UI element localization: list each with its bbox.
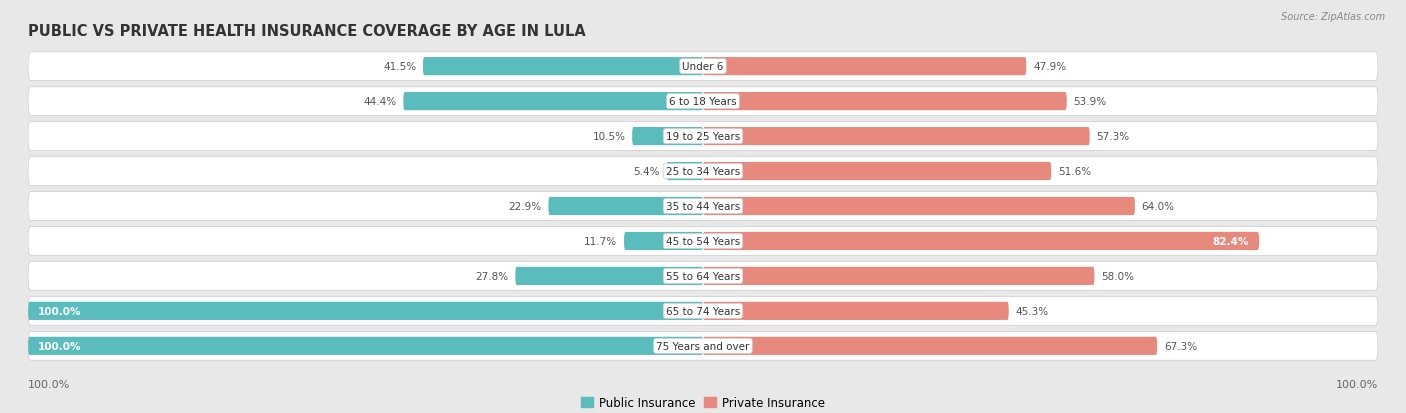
Text: 45.3%: 45.3% <box>1015 306 1049 316</box>
FancyBboxPatch shape <box>666 163 703 181</box>
FancyBboxPatch shape <box>703 337 1157 355</box>
Text: 47.9%: 47.9% <box>1033 62 1066 72</box>
FancyBboxPatch shape <box>703 232 1260 250</box>
Text: 58.0%: 58.0% <box>1101 271 1135 281</box>
Text: 22.9%: 22.9% <box>509 202 541 211</box>
Text: 100.0%: 100.0% <box>28 379 70 389</box>
Text: 44.4%: 44.4% <box>364 97 396 107</box>
Text: 57.3%: 57.3% <box>1097 132 1129 142</box>
FancyBboxPatch shape <box>28 297 1378 325</box>
Text: 10.5%: 10.5% <box>592 132 626 142</box>
Text: 100.0%: 100.0% <box>38 341 82 351</box>
Text: 27.8%: 27.8% <box>475 271 509 281</box>
Text: 75 Years and over: 75 Years and over <box>657 341 749 351</box>
Text: 53.9%: 53.9% <box>1074 97 1107 107</box>
Text: Under 6: Under 6 <box>682 62 724 72</box>
FancyBboxPatch shape <box>703 128 1090 146</box>
Legend: Public Insurance, Private Insurance: Public Insurance, Private Insurance <box>576 392 830 413</box>
Text: 19 to 25 Years: 19 to 25 Years <box>666 132 740 142</box>
FancyBboxPatch shape <box>28 337 703 355</box>
FancyBboxPatch shape <box>404 93 703 111</box>
Text: Source: ZipAtlas.com: Source: ZipAtlas.com <box>1281 12 1385 22</box>
Text: 6 to 18 Years: 6 to 18 Years <box>669 97 737 107</box>
FancyBboxPatch shape <box>28 262 1378 291</box>
Text: 55 to 64 Years: 55 to 64 Years <box>666 271 740 281</box>
Text: 67.3%: 67.3% <box>1164 341 1197 351</box>
FancyBboxPatch shape <box>703 58 1026 76</box>
FancyBboxPatch shape <box>28 332 1378 360</box>
FancyBboxPatch shape <box>703 302 1008 320</box>
FancyBboxPatch shape <box>28 227 1378 256</box>
FancyBboxPatch shape <box>703 163 1052 181</box>
Text: 11.7%: 11.7% <box>583 236 617 247</box>
FancyBboxPatch shape <box>516 267 703 285</box>
FancyBboxPatch shape <box>703 197 1135 216</box>
FancyBboxPatch shape <box>423 58 703 76</box>
Text: 35 to 44 Years: 35 to 44 Years <box>666 202 740 211</box>
Text: 51.6%: 51.6% <box>1057 166 1091 177</box>
FancyBboxPatch shape <box>28 53 1378 81</box>
Text: 65 to 74 Years: 65 to 74 Years <box>666 306 740 316</box>
FancyBboxPatch shape <box>703 267 1094 285</box>
FancyBboxPatch shape <box>548 197 703 216</box>
Text: 100.0%: 100.0% <box>38 306 82 316</box>
FancyBboxPatch shape <box>28 88 1378 116</box>
Text: PUBLIC VS PRIVATE HEALTH INSURANCE COVERAGE BY AGE IN LULA: PUBLIC VS PRIVATE HEALTH INSURANCE COVER… <box>28 24 586 39</box>
FancyBboxPatch shape <box>624 232 703 250</box>
FancyBboxPatch shape <box>633 128 703 146</box>
FancyBboxPatch shape <box>28 192 1378 221</box>
Text: 41.5%: 41.5% <box>382 62 416 72</box>
Text: 64.0%: 64.0% <box>1142 202 1174 211</box>
Text: 100.0%: 100.0% <box>1336 379 1378 389</box>
Text: 25 to 34 Years: 25 to 34 Years <box>666 166 740 177</box>
Text: 82.4%: 82.4% <box>1212 236 1249 247</box>
FancyBboxPatch shape <box>703 93 1067 111</box>
Text: 5.4%: 5.4% <box>633 166 659 177</box>
FancyBboxPatch shape <box>28 122 1378 151</box>
Text: 45 to 54 Years: 45 to 54 Years <box>666 236 740 247</box>
FancyBboxPatch shape <box>28 302 703 320</box>
FancyBboxPatch shape <box>28 157 1378 186</box>
